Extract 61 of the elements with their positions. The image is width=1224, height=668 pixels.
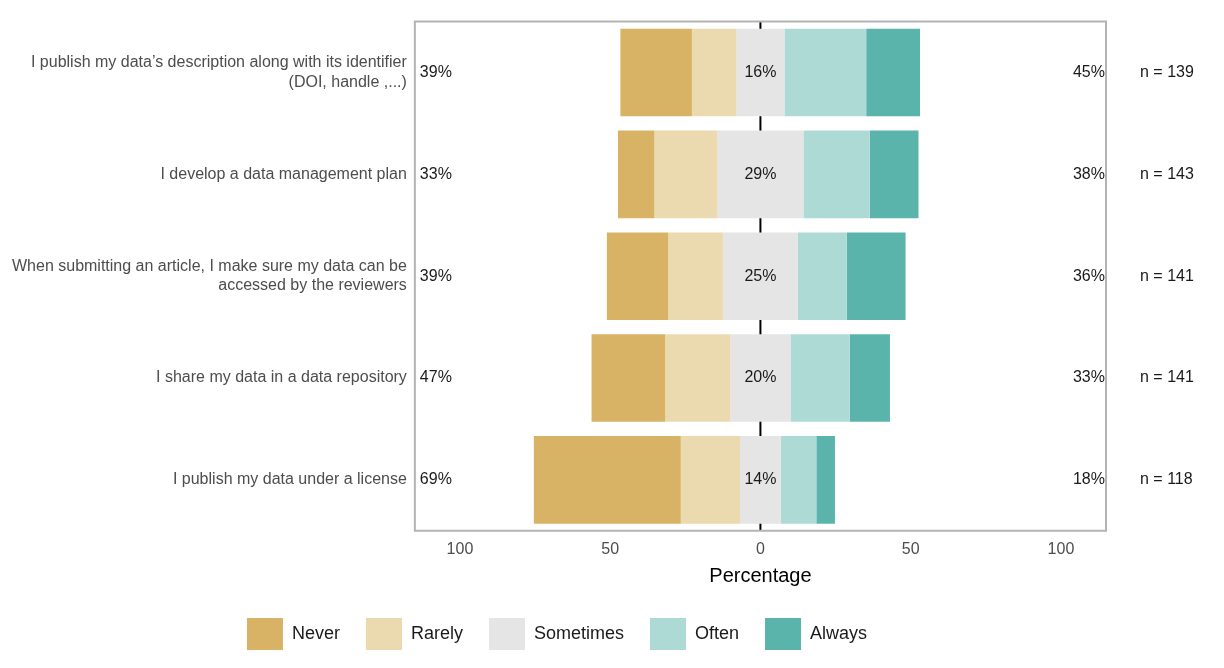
x-tick-label: 50 bbox=[901, 539, 920, 557]
text: n = 141 bbox=[1140, 368, 1194, 386]
bar bbox=[780, 436, 817, 524]
bar bbox=[606, 232, 669, 320]
annotation: 39% bbox=[419, 62, 452, 80]
bar bbox=[866, 28, 920, 117]
legend-label: Always bbox=[810, 622, 868, 643]
bar bbox=[533, 436, 681, 524]
text: n = 143 bbox=[1140, 164, 1194, 182]
bar bbox=[665, 334, 731, 422]
bar bbox=[803, 130, 870, 219]
annotation: 18% bbox=[1072, 470, 1105, 488]
y-tick-label: When submitting an article, I make sure my data can be accessed by the reviewers bbox=[11, 257, 407, 294]
bar bbox=[680, 436, 740, 524]
bar bbox=[730, 334, 791, 422]
text: n = 141 bbox=[1140, 266, 1194, 284]
annotation: 45% bbox=[1072, 62, 1105, 80]
y-tick-label: I share my data in a data repository bbox=[156, 368, 407, 386]
y-tick-label: I develop a data management plan bbox=[160, 164, 407, 182]
bar bbox=[617, 130, 655, 219]
bar bbox=[797, 232, 847, 320]
data-label: 20% bbox=[744, 368, 777, 386]
bar bbox=[849, 334, 890, 422]
annotation: 69% bbox=[419, 470, 452, 488]
bar bbox=[691, 28, 737, 117]
bar bbox=[717, 130, 804, 219]
x-tick-label: 100 bbox=[446, 539, 474, 557]
bar bbox=[591, 334, 666, 422]
x-axis-title: Percentage bbox=[709, 563, 812, 586]
legend-label: Never bbox=[291, 622, 340, 643]
y-tick-label: I publish my data under a license bbox=[172, 470, 407, 488]
bar bbox=[722, 232, 798, 320]
bar bbox=[784, 28, 867, 117]
bar bbox=[739, 436, 781, 524]
annotation: 47% bbox=[419, 368, 452, 386]
bar bbox=[620, 28, 692, 117]
data-label: 29% bbox=[744, 164, 777, 182]
annotation: 36% bbox=[1072, 266, 1105, 284]
bar bbox=[846, 232, 906, 320]
legend-label: Sometimes bbox=[533, 622, 625, 643]
annotation: 39% bbox=[419, 266, 452, 284]
bar bbox=[654, 130, 718, 219]
legend-label: Often bbox=[695, 622, 740, 643]
y-tick-label: I publish my data’s description along with its identifier (DOI, handle ,...) bbox=[30, 53, 408, 90]
bar bbox=[816, 436, 835, 524]
annotation: 33% bbox=[419, 164, 452, 182]
bar bbox=[790, 334, 850, 422]
text: n = 118 bbox=[1140, 470, 1193, 488]
annotation: 33% bbox=[1072, 368, 1105, 386]
bar bbox=[869, 130, 919, 219]
x-tick-label: 50 bbox=[601, 539, 620, 557]
x-tick-label: 0 bbox=[755, 539, 765, 557]
text: n = 139 bbox=[1140, 62, 1194, 80]
annotation: 38% bbox=[1072, 164, 1105, 182]
bar bbox=[668, 232, 723, 320]
data-label: 14% bbox=[744, 470, 777, 488]
bar bbox=[736, 28, 785, 117]
data-label: 25% bbox=[744, 266, 777, 284]
data-label: 16% bbox=[744, 62, 777, 80]
x-tick-label: 100 bbox=[1047, 539, 1075, 557]
legend-label: Rarely bbox=[410, 622, 463, 643]
